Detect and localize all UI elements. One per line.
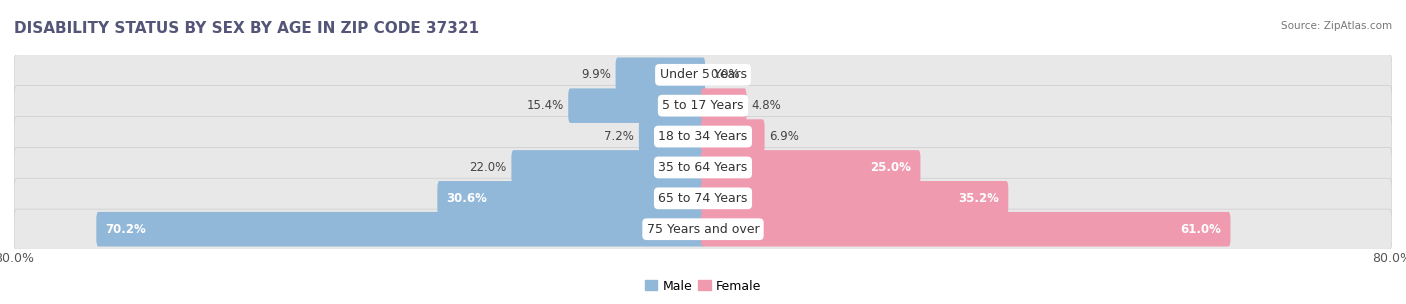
Text: 5 to 17 Years: 5 to 17 Years [662,99,744,112]
FancyBboxPatch shape [96,212,706,247]
Legend: Male, Female: Male, Female [640,275,766,298]
FancyBboxPatch shape [14,147,1392,188]
Text: 35 to 64 Years: 35 to 64 Years [658,161,748,174]
Text: 70.2%: 70.2% [105,223,146,236]
Text: Source: ZipAtlas.com: Source: ZipAtlas.com [1281,21,1392,31]
FancyBboxPatch shape [437,181,706,216]
FancyBboxPatch shape [700,119,765,154]
FancyBboxPatch shape [14,178,1392,218]
Text: 75 Years and over: 75 Years and over [647,223,759,236]
FancyBboxPatch shape [700,212,1230,247]
FancyBboxPatch shape [616,57,706,92]
Text: 0.0%: 0.0% [710,68,740,81]
FancyBboxPatch shape [700,88,747,123]
Text: 30.6%: 30.6% [446,192,488,205]
FancyBboxPatch shape [14,209,1392,249]
Text: 18 to 34 Years: 18 to 34 Years [658,130,748,143]
Text: 61.0%: 61.0% [1181,223,1222,236]
Text: 9.9%: 9.9% [581,68,610,81]
Text: 25.0%: 25.0% [870,161,911,174]
FancyBboxPatch shape [14,86,1392,126]
FancyBboxPatch shape [700,150,921,185]
FancyBboxPatch shape [14,55,1392,95]
Text: 15.4%: 15.4% [526,99,564,112]
FancyBboxPatch shape [700,181,1008,216]
FancyBboxPatch shape [512,150,706,185]
Text: 65 to 74 Years: 65 to 74 Years [658,192,748,205]
Text: 4.8%: 4.8% [751,99,780,112]
Text: DISABILITY STATUS BY SEX BY AGE IN ZIP CODE 37321: DISABILITY STATUS BY SEX BY AGE IN ZIP C… [14,21,479,36]
FancyBboxPatch shape [568,88,706,123]
Text: 7.2%: 7.2% [605,130,634,143]
Text: Under 5 Years: Under 5 Years [659,68,747,81]
FancyBboxPatch shape [638,119,706,154]
Text: 6.9%: 6.9% [769,130,799,143]
FancyBboxPatch shape [14,116,1392,157]
Text: 35.2%: 35.2% [959,192,1000,205]
Text: 22.0%: 22.0% [470,161,506,174]
